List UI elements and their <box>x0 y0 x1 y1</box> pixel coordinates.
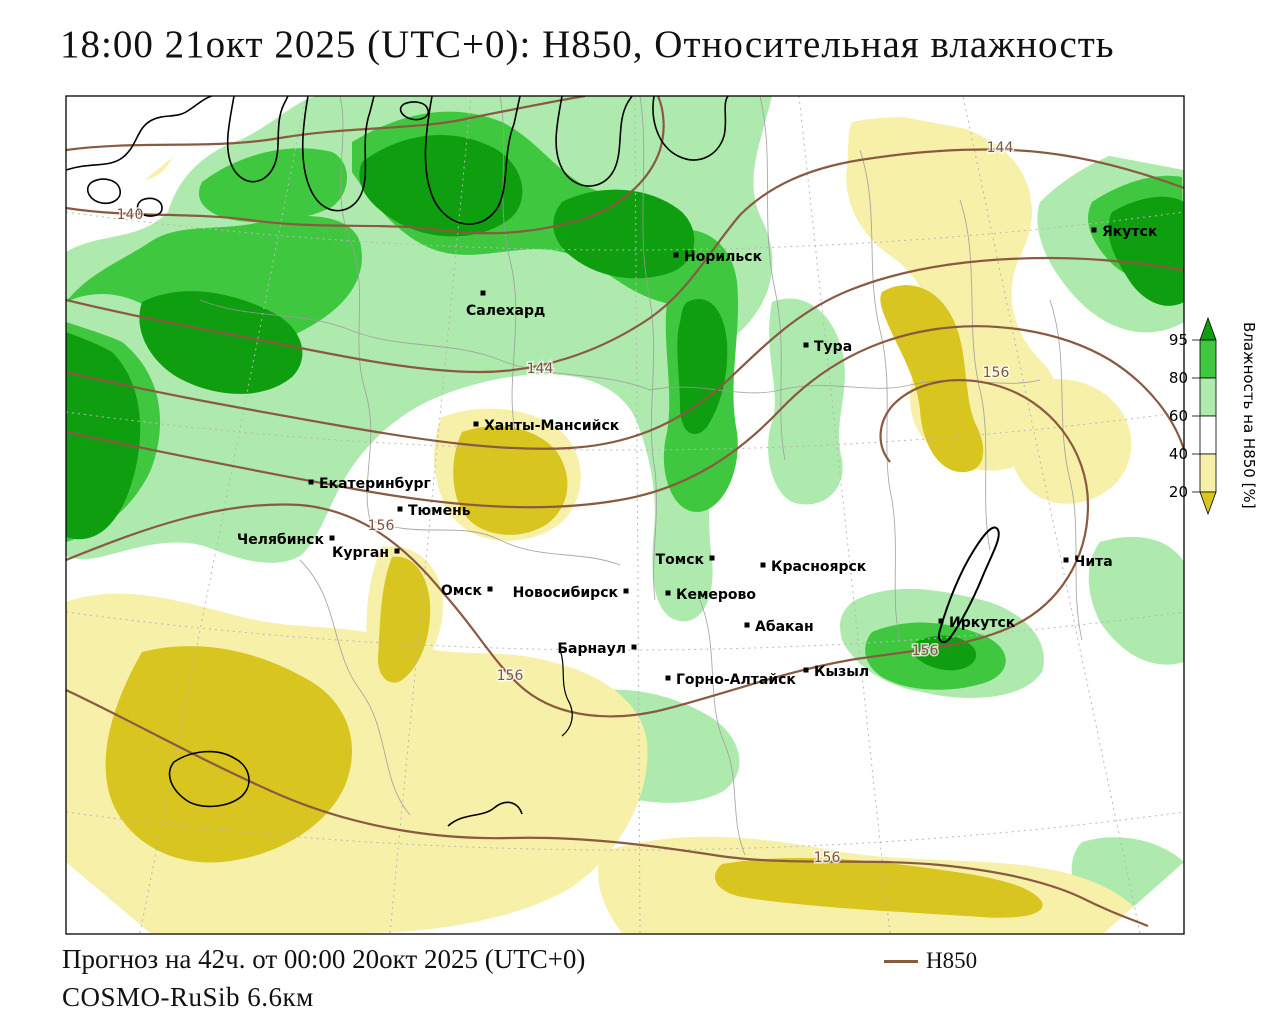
city-marker: Якутск <box>1091 224 1158 240</box>
coastline-layer <box>66 96 1000 827</box>
city-label: Новосибирск <box>513 585 619 601</box>
colorbar-tick-label: 40 <box>1169 445 1188 463</box>
footer-forecast-text: Прогноз на 42ч. от 00:00 20окт 2025 (UTC… <box>62 944 586 974</box>
city-label: Томск <box>656 552 705 568</box>
footer-contour-legend: H850 <box>884 948 977 974</box>
colorbar: 95 80 60 40 20 <box>1169 316 1217 516</box>
colorbar-seg <box>1199 377 1217 417</box>
city-label: Кемерово <box>676 587 756 603</box>
city-marker: Салехард <box>466 290 545 319</box>
city-dot <box>473 421 479 427</box>
city-marker: Томск <box>656 552 715 568</box>
colorbar-seg <box>1199 415 1217 455</box>
city-dot <box>1063 557 1069 563</box>
colorbar-ticks: 95 80 60 40 20 <box>1169 331 1200 501</box>
city-label: Тюмень <box>408 503 471 519</box>
city-label: Екатеринбург <box>319 476 431 492</box>
contour-value-label: 140 <box>117 207 144 223</box>
city-dot <box>623 588 629 594</box>
city-dot <box>329 535 335 541</box>
colorbar-seg <box>1199 339 1217 379</box>
city-marker: Екатеринбург <box>308 476 431 492</box>
city-dot <box>673 252 679 258</box>
city-dot <box>803 342 809 348</box>
colorbar-arrow-bottom <box>1199 491 1217 516</box>
city-marker: Ханты-Мансийск <box>473 418 620 434</box>
city-dot <box>803 667 809 673</box>
city-label: Чита <box>1074 554 1113 570</box>
footer-model-text: COSMO-RuSib 6.6км <box>62 982 314 1012</box>
contour-value-label: 156 <box>368 518 395 534</box>
city-dot <box>665 675 671 681</box>
city-layer: Норильск Салехард Тура Якутск Ханты-Мансийск… <box>237 224 1158 688</box>
colorbar-title: Влажность на H850 [%] <box>1240 322 1258 509</box>
colorbar-tick-label: 80 <box>1169 369 1188 387</box>
h850-legend-label: H850 <box>926 948 978 973</box>
city-label: Омск <box>441 583 483 599</box>
city-marker: Челябинск <box>237 532 335 548</box>
city-label: Норильск <box>684 249 763 265</box>
city-marker: Норильск <box>673 249 763 265</box>
city-marker: Кызыл <box>803 664 869 680</box>
city-dot <box>487 586 493 592</box>
city-marker: Барнаул <box>557 641 637 657</box>
city-marker: Абакан <box>744 619 814 635</box>
h850-line-sample <box>884 959 918 963</box>
city-dot <box>760 562 766 568</box>
city-dot <box>394 548 400 554</box>
city-label: Якутск <box>1102 224 1158 240</box>
city-marker: Красноярск <box>760 559 867 575</box>
city-dot <box>1091 227 1097 233</box>
colorbar-arrow-top <box>1199 316 1217 341</box>
contour-value-label: 144 <box>527 361 554 377</box>
city-label: Тура <box>814 339 852 355</box>
admin-borders-layer <box>199 96 1083 856</box>
city-dot <box>665 590 671 596</box>
city-label: Абакан <box>755 619 814 635</box>
city-label: Кызыл <box>814 664 869 680</box>
city-label: Иркутск <box>949 615 1016 631</box>
city-marker: Омск <box>441 583 493 599</box>
city-label: Салехард <box>466 303 545 319</box>
contour-value-label: 156 <box>814 850 841 866</box>
contour-value-label: 144 <box>987 140 1014 156</box>
colorbar-tick-label: 95 <box>1169 331 1188 349</box>
contour-value-label: 156 <box>983 365 1010 381</box>
colorbar-tick-label: 60 <box>1169 407 1188 425</box>
colorbar-seg <box>1199 453 1217 493</box>
city-marker: Кемерово <box>665 587 756 603</box>
city-dot <box>397 506 403 512</box>
city-label: Барнаул <box>557 641 626 657</box>
contour-value-label: 156 <box>497 668 524 684</box>
city-marker: Иркутск <box>938 615 1016 631</box>
contour-value-label: 156 <box>912 643 939 659</box>
city-dot <box>480 290 486 296</box>
humidity-fill-layer <box>66 96 1184 933</box>
city-label: Красноярск <box>771 559 867 575</box>
city-label: Челябинск <box>237 532 325 548</box>
page-title: 18:00 21окт 2025 (UTC+0): H850, Относите… <box>60 23 1115 66</box>
city-marker: Чита <box>1063 554 1113 570</box>
graticule-layer <box>66 96 1184 934</box>
city-marker: Горно-Алтайск <box>665 672 796 688</box>
colorbar-tick-label: 20 <box>1169 483 1188 501</box>
city-dot <box>744 622 750 628</box>
map-border <box>65 95 1185 935</box>
city-dot <box>308 479 314 485</box>
city-label: Горно-Алтайск <box>676 672 796 688</box>
domain-corner-mask <box>66 96 1184 933</box>
h850-contour-layer <box>66 96 1184 928</box>
city-marker: Новосибирск <box>513 585 629 601</box>
city-label: Ханты-Мансийск <box>484 418 620 434</box>
city-label: Курган <box>332 545 389 561</box>
city-dot <box>709 555 715 561</box>
city-marker: Тюмень <box>397 503 471 519</box>
city-dot <box>938 618 944 624</box>
contour-labels: 140 144 144 156 156 156 156 156 <box>115 139 1015 868</box>
city-marker: Тура <box>803 339 852 355</box>
city-marker: Курган <box>332 545 400 561</box>
city-dot <box>631 644 637 650</box>
